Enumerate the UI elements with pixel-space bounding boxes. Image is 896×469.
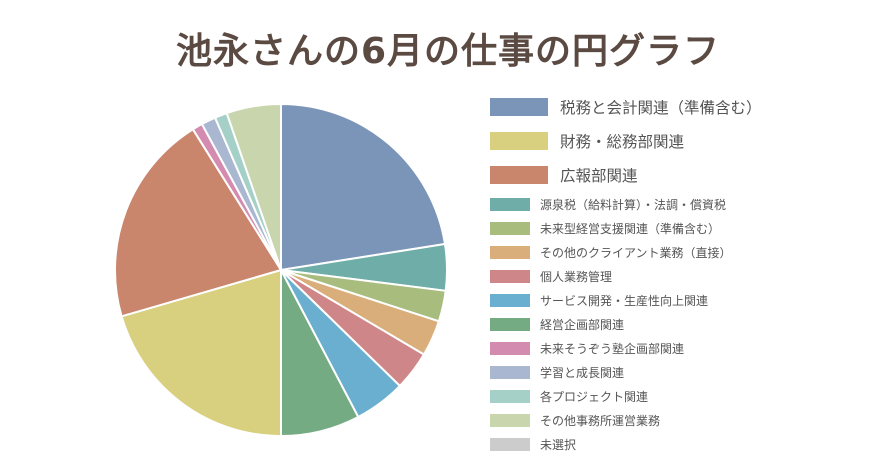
legend-label: 個人業務管理 xyxy=(540,269,613,284)
legend-swatch xyxy=(490,132,548,150)
legend-item: その他事務所運営業務 xyxy=(490,408,890,432)
legend-label: その他のクライアント業務（直接） xyxy=(540,245,732,260)
pie-slice xyxy=(280,102,447,272)
legend-swatch xyxy=(490,317,530,331)
legend-item: 経営企画部関連 xyxy=(490,312,890,336)
legend-label: 未選択 xyxy=(540,437,577,452)
legend-swatch xyxy=(490,166,548,184)
legend-label: 源泉税（給料計算）・法調・償資税 xyxy=(540,197,727,212)
legend-label: 税務と会計関連（準備含む） xyxy=(560,99,762,117)
legend-swatch xyxy=(490,98,548,116)
legend-swatch xyxy=(490,341,530,355)
legend-label: 各プロジェクト関連 xyxy=(540,389,649,404)
legend-swatch xyxy=(490,293,530,307)
legend-swatch xyxy=(490,413,530,427)
legend-item: 個人業務管理 xyxy=(490,264,890,288)
legend-swatch xyxy=(490,365,530,379)
legend-swatch xyxy=(490,245,530,259)
legend-item: その他のクライアント業務（直接） xyxy=(490,240,890,264)
legend-item: 財務・総務部関連 xyxy=(490,124,890,158)
legend-label: 未来型経営支援関連（準備含む） xyxy=(540,221,721,236)
legend-swatch xyxy=(490,389,530,403)
legend-swatch xyxy=(490,221,530,235)
chart-title: 池永さんの6月の仕事の円グラフ xyxy=(175,31,721,72)
legend-label: その他事務所運営業務 xyxy=(540,413,661,428)
legend-item: 税務と会計関連（準備含む） xyxy=(490,90,890,124)
legend-item: 未選択 xyxy=(490,432,890,456)
legend-swatch xyxy=(490,269,530,283)
legend-label: 財務・総務部関連 xyxy=(560,133,685,151)
pie-slice xyxy=(225,102,282,271)
legend-label: 学習と成長関連 xyxy=(540,365,625,380)
legend-label: 広報部関連 xyxy=(560,167,638,185)
legend-label: 経営企画部関連 xyxy=(540,317,625,332)
legend-swatch xyxy=(490,197,530,211)
legend-label: 未来そうぞう塾企画部関連 xyxy=(540,341,685,356)
legend-item: 源泉税（給料計算）・法調・償資税 xyxy=(490,192,890,216)
chart-legend: 税務と会計関連（準備含む） 財務・総務部関連 広報部関連源泉税（給料計算）・法調・償… xyxy=(490,90,890,456)
pie-slice xyxy=(114,127,283,318)
legend-item: 未来型経営支援関連（準備含む） xyxy=(490,216,890,240)
pie-slice xyxy=(120,268,282,438)
legend-item: 未来そうぞう塾企画部関連 xyxy=(490,336,890,360)
legend-label: サービス開発・生産性向上関連 xyxy=(540,293,709,308)
legend-swatch xyxy=(490,437,530,451)
legend-item: サービス開発・生産性向上関連 xyxy=(490,288,890,312)
legend-item: 各プロジェクト関連 xyxy=(490,384,890,408)
legend-item: 広報部関連 xyxy=(490,158,890,192)
legend-item: 学習と成長関連 xyxy=(490,360,890,384)
